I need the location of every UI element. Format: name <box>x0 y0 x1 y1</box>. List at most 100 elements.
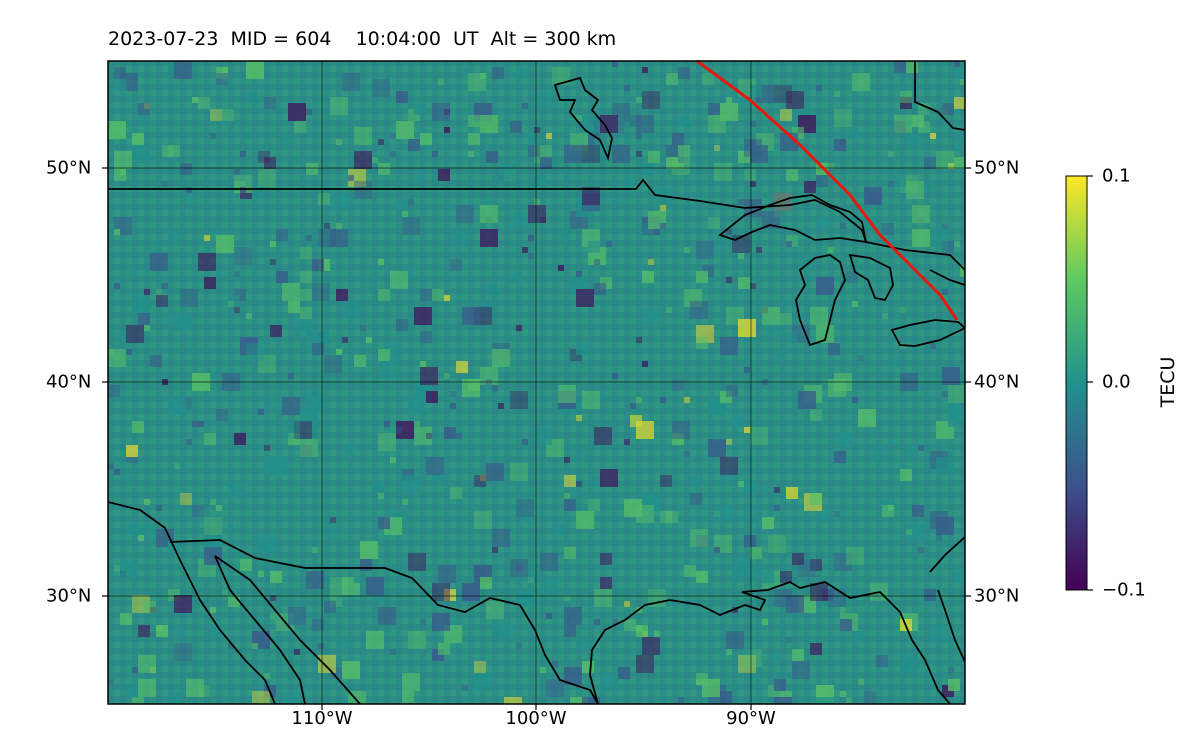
tec-cell <box>882 223 894 235</box>
tec-cell <box>594 259 600 265</box>
tec-cell <box>576 289 594 307</box>
tec-cell <box>900 91 912 103</box>
tec-cell <box>612 619 618 625</box>
tec-cell <box>396 421 414 439</box>
tec-cell <box>318 643 324 649</box>
tec-cell <box>672 421 690 439</box>
tec-cell <box>774 505 780 511</box>
tec-cell <box>858 133 864 139</box>
tec-cell <box>948 163 954 169</box>
tec-cell <box>726 97 732 103</box>
tec-cell <box>342 337 348 343</box>
tec-cell <box>942 103 954 115</box>
tec-cell <box>150 355 162 367</box>
tec-cell <box>426 391 438 403</box>
tec-cell <box>126 325 144 343</box>
tec-cell <box>108 121 126 139</box>
tec-cell <box>576 343 588 355</box>
tec-cell <box>348 169 366 187</box>
tec-cell <box>402 691 414 703</box>
tec-cell <box>462 307 480 325</box>
tec-cell <box>414 169 426 181</box>
tec-cell <box>720 469 732 481</box>
tec-cell <box>678 115 690 127</box>
tec-cell <box>258 169 276 187</box>
tec-cell <box>528 253 534 259</box>
tec-cell <box>384 421 390 427</box>
tec-cell <box>564 595 570 601</box>
tec-cell <box>744 367 750 373</box>
tec-cell <box>762 517 774 529</box>
tec-cell <box>756 673 762 679</box>
tec-cell <box>264 97 276 109</box>
tec-cell <box>834 139 846 151</box>
tec-cell <box>768 535 786 553</box>
tec-cell <box>228 295 240 307</box>
tec-cell <box>744 505 762 523</box>
tec-cell <box>600 469 618 487</box>
tec-cell <box>204 517 222 535</box>
tec-cell <box>930 229 948 247</box>
tec-cell <box>852 73 870 91</box>
tec-cell <box>936 517 954 535</box>
tec-cell <box>294 121 306 133</box>
tec-cell <box>492 619 510 637</box>
tec-cell <box>258 151 270 163</box>
tec-cell <box>930 625 948 643</box>
tec-cell <box>636 133 642 139</box>
tec-cell <box>492 529 510 547</box>
tec-cell <box>114 469 120 475</box>
tec-cell <box>246 313 252 319</box>
tec-cell <box>960 79 965 85</box>
tec-cell <box>900 655 918 673</box>
tec-cell <box>816 697 834 704</box>
tec-cell <box>942 439 948 445</box>
tec-cell <box>306 235 312 241</box>
tec-cell <box>834 91 840 97</box>
tec-cell <box>186 193 198 205</box>
tec-cell <box>726 649 732 655</box>
tec-cell <box>282 133 294 145</box>
tec-cell <box>750 547 762 559</box>
tec-cell <box>162 181 168 187</box>
lake-michigan <box>795 254 846 347</box>
tec-cell <box>948 403 965 421</box>
title-time: 10:04:00 UT <box>355 28 479 50</box>
tec-cell <box>564 499 576 511</box>
tec-cell <box>240 151 246 157</box>
tec-cell <box>180 289 198 307</box>
tec-cell <box>804 463 810 469</box>
tec-cell <box>210 133 216 139</box>
tec-cell <box>918 73 924 79</box>
tec-cell <box>426 529 432 535</box>
tec-cell <box>564 169 576 181</box>
tec-cell <box>846 697 852 703</box>
tec-cell <box>678 67 690 79</box>
tec-cell <box>888 355 900 367</box>
tec-cell <box>480 229 498 247</box>
tec-cell <box>762 487 768 493</box>
tec-cell <box>888 505 894 511</box>
lat-label-40n-left: 40°N <box>46 371 92 393</box>
lake-winnipeg <box>553 76 613 161</box>
tec-cell <box>426 457 444 475</box>
tec-cell <box>918 547 924 553</box>
tec-cell <box>444 127 450 133</box>
tec-cell <box>954 67 965 79</box>
tec-cell <box>414 307 432 325</box>
tec-cell <box>186 679 204 697</box>
tec-cell <box>516 481 522 487</box>
tec-cell <box>552 661 558 667</box>
tec-cell <box>276 271 288 283</box>
tec-cell <box>942 241 954 253</box>
tec-cell <box>624 85 630 91</box>
tec-cell <box>150 241 162 253</box>
tec-cell <box>774 349 786 361</box>
tec-cell <box>252 643 258 649</box>
tec-cell <box>114 283 120 289</box>
tec-cell <box>300 307 312 319</box>
tec-cell <box>450 619 456 625</box>
gulf-of-california <box>214 555 306 704</box>
tec-cell <box>828 163 834 169</box>
tec-cell <box>906 523 924 541</box>
